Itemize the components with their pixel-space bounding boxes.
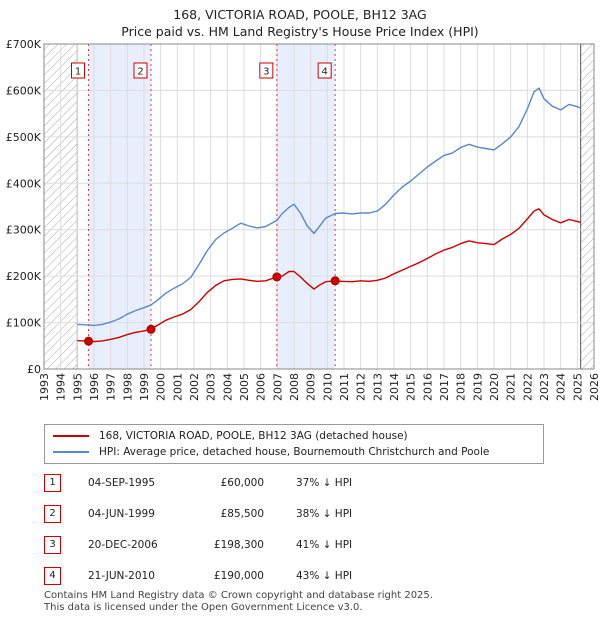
sale-hpi-diff: 41% ↓ HPI [296, 539, 353, 551]
legend: 168, VICTORIA ROAD, POOLE, BH12 3AG (det… [44, 424, 544, 464]
sale-hpi-diff: 38% ↓ HPI [296, 508, 353, 520]
y-tick-label: £300K [6, 224, 42, 237]
sale-price: £85,500 [220, 508, 264, 520]
x-tick-label: 2015 [405, 373, 418, 401]
price-chart: 1 2 3 4 £0 £100K £200K £300K £400K £500K £600K £70… [6, 38, 600, 401]
sale-date: 04-SEP-1995 [88, 477, 156, 489]
legend-label-hpi: HPI: Average price, detached house, Bour… [99, 446, 490, 458]
y-tick-label: £0 [27, 363, 41, 376]
shaded-period [276, 44, 336, 369]
property-price-line [77, 208, 581, 343]
x-tick-label: 2024 [555, 373, 568, 401]
sale-number-box [71, 62, 85, 79]
y-tick-label: £700K [6, 38, 42, 51]
x-tick-label: 2018 [455, 373, 468, 401]
x-tick-label: 1997 [105, 373, 118, 401]
sale-date: 21-JUN-2010 [88, 570, 155, 582]
x-tick-label: 2017 [438, 373, 451, 401]
x-tick-label: 1996 [88, 373, 101, 401]
x-tick-label: 2010 [321, 373, 334, 401]
x-tick-label: 2019 [471, 373, 484, 401]
x-tick-label: 2005 [238, 373, 251, 401]
sale-point [272, 272, 282, 282]
x-tick-label: 2020 [488, 373, 501, 401]
x-tick-label: 2007 [271, 373, 284, 401]
x-tick-label: 2016 [421, 373, 434, 401]
x-tick-label: 2001 [171, 373, 184, 401]
shaded-period [88, 44, 151, 369]
legend-swatch-property [53, 435, 89, 437]
sale-point [84, 336, 93, 346]
x-tick-label: 2011 [338, 373, 351, 401]
legend-item-property: 168, VICTORIA ROAD, POOLE, BH12 3AG (det… [53, 428, 408, 444]
x-tick-label: 2009 [305, 373, 318, 401]
footer-line-2: This data is licensed under the Open Gov… [44, 602, 363, 613]
x-tick-label: 2008 [288, 373, 301, 401]
plot-frame [43, 43, 595, 370]
sale-price: £60,000 [220, 477, 264, 489]
x-tick-label: 2012 [355, 373, 368, 401]
sale-badge: 1 [44, 474, 61, 492]
x-tick-label: 2003 [205, 373, 218, 401]
x-tick-label: 2006 [255, 373, 268, 401]
x-tick-label: 2023 [538, 373, 551, 401]
sale-badge: 4 [44, 567, 61, 585]
y-tick-label: £400K [6, 177, 42, 190]
sale-number-box [317, 62, 332, 79]
sale-hpi-diff: 43% ↓ HPI [296, 570, 353, 582]
x-tick-label: 1993 [38, 373, 51, 401]
sale-date: 04-JUN-1999 [88, 508, 155, 520]
chart-title-block: 168, VICTORIA ROAD, POOLE, BH12 3AG Pric… [0, 6, 600, 40]
x-tick-label: 2013 [371, 373, 384, 401]
y-tick-label: £100K [6, 317, 42, 330]
sale-point [146, 324, 156, 334]
sale-badge: 3 [44, 536, 61, 554]
sale-price: £190,000 [213, 570, 264, 582]
sale-badge: 2 [44, 505, 61, 523]
sale-hpi-diff: 37% ↓ HPI [296, 477, 353, 489]
sale-number-label: 4 [321, 67, 327, 78]
x-tick-label: 1999 [138, 373, 151, 401]
x-tick-label: 1994 [55, 373, 68, 401]
sale-date: 20-DEC-2006 [88, 539, 158, 551]
x-tick-label: 2026 [588, 373, 600, 401]
footer-attribution: Contains HM Land Registry data © Crown c… [44, 590, 433, 614]
x-tick-label: 1998 [121, 373, 134, 401]
sale-point [330, 276, 340, 286]
sale-number-label: 1 [75, 67, 81, 78]
hpi-line [77, 87, 581, 327]
hatch-after-data [580, 44, 594, 369]
y-tick-label: £200K [6, 270, 42, 283]
sale-number-label: 2 [137, 67, 143, 78]
x-tick-label: 2002 [188, 373, 201, 401]
x-tick-label: 2014 [388, 373, 401, 401]
sale-number-box [259, 62, 274, 79]
x-tick-label: 2025 [571, 373, 584, 401]
y-tick-label: £500K [6, 131, 42, 144]
x-tick-label: 1995 [71, 373, 84, 401]
sale-number-box [133, 62, 148, 79]
legend-label-property: 168, VICTORIA ROAD, POOLE, BH12 3AG (det… [99, 430, 408, 442]
chart-subtitle: Price paid vs. HM Land Registry's House … [121, 24, 479, 39]
x-tick-label: 2022 [521, 373, 534, 401]
sale-number-label: 3 [263, 67, 269, 78]
y-tick-label: £600K [6, 84, 42, 97]
chart-title: 168, VICTORIA ROAD, POOLE, BH12 3AG [173, 7, 427, 22]
x-tick-label: 2000 [155, 373, 168, 401]
x-tick-label: 2004 [221, 373, 234, 401]
x-tick-label: 2021 [505, 373, 518, 401]
legend-item-hpi: HPI: Average price, detached house, Bour… [53, 444, 489, 460]
sale-price: £198,300 [213, 539, 264, 551]
footer-line-1: Contains HM Land Registry data © Crown c… [44, 590, 433, 601]
legend-swatch-hpi [53, 451, 89, 453]
